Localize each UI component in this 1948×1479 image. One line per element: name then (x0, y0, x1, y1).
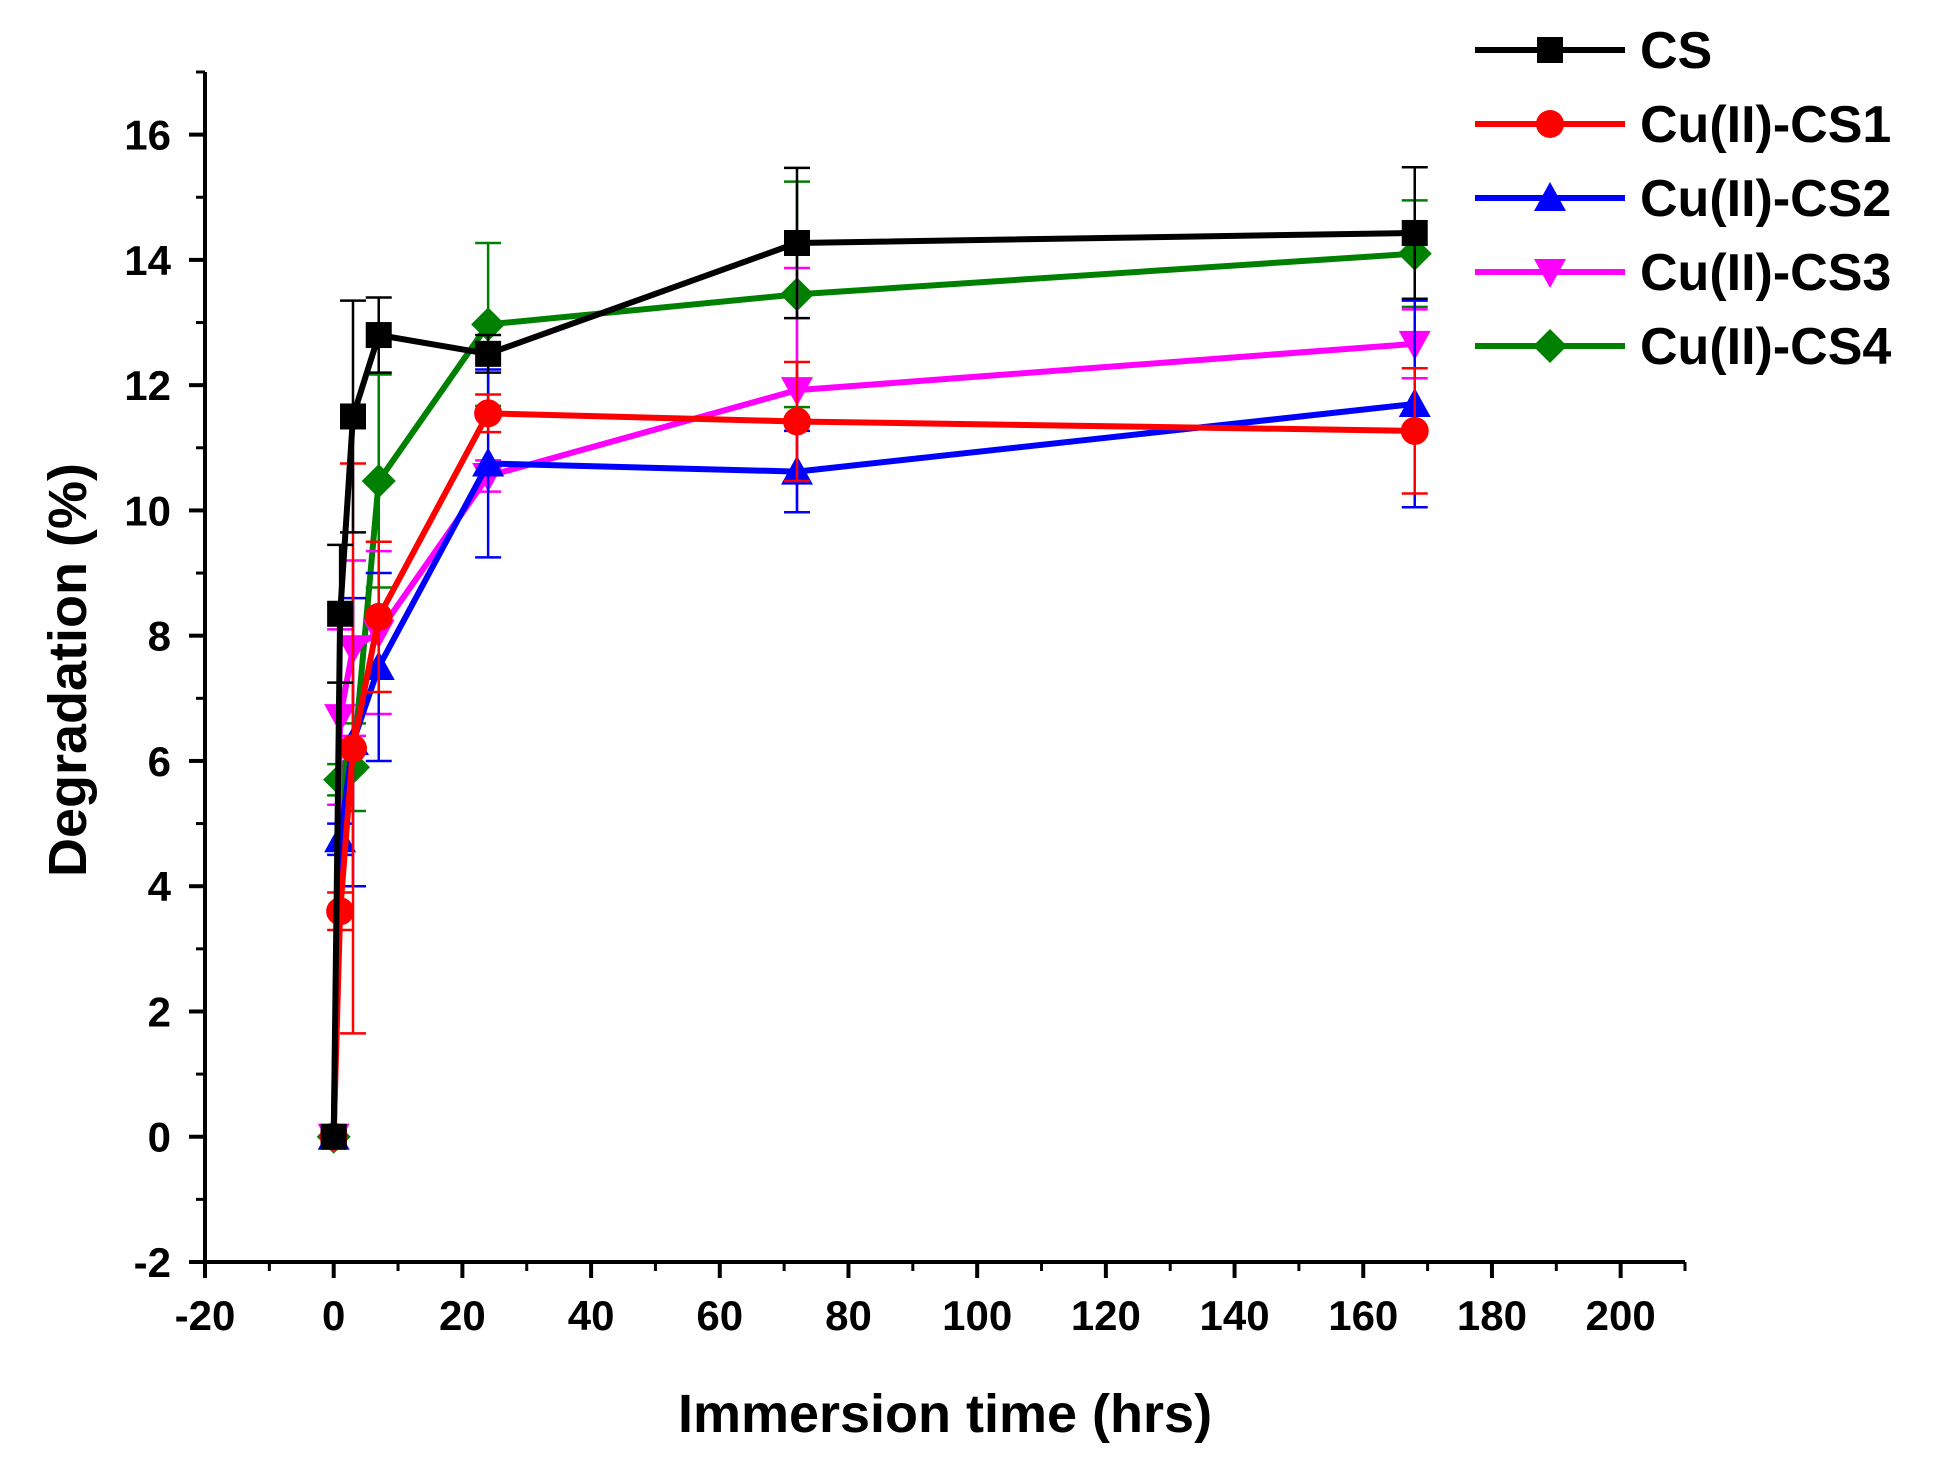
data-point (327, 600, 354, 627)
x-tick-label: 80 (825, 1292, 872, 1339)
x-tick-label: 20 (439, 1292, 486, 1339)
data-point (1401, 219, 1428, 246)
y-tick-label: 2 (148, 988, 171, 1035)
data-point (361, 463, 396, 498)
legend: CS Cu(II)-CS1 Cu(II)-CS2 Cu(II)-CS3 Cu(II)-C… (1475, 22, 1891, 376)
data-point (364, 602, 393, 631)
y-axis-title: Degradation (%) (38, 463, 98, 877)
data-point (326, 897, 355, 926)
data-point (471, 307, 506, 342)
legend-label: Cu(II)-CS4 (1640, 318, 1891, 376)
series-Cu(II)-CS4 (316, 180, 1432, 1154)
legend-label: Cu(II)-CS1 (1640, 96, 1891, 154)
y-tick-label: 16 (124, 112, 171, 159)
x-tick-label: 140 (1200, 1292, 1270, 1339)
x-tick-label: 0 (322, 1292, 345, 1339)
data-point (340, 403, 366, 430)
x-tick-label: 40 (568, 1292, 615, 1339)
legend-item-CS: CS (1475, 22, 1712, 80)
legend-item-Cu(II)-CS4: Cu(II)-CS4 (1475, 318, 1891, 376)
data-point (783, 407, 811, 436)
y-tick-label: 8 (148, 613, 171, 660)
series-layer (316, 165, 1432, 1154)
data-point (475, 340, 502, 367)
legend-label: CS (1640, 22, 1712, 80)
legend-marker (1534, 182, 1566, 211)
data-point (472, 447, 505, 477)
x-tick-label: 120 (1071, 1292, 1141, 1339)
legend-marker (1534, 259, 1566, 288)
y-tick-label: 10 (124, 487, 171, 534)
data-point (339, 734, 367, 763)
y-tick-label: 12 (124, 362, 171, 409)
series-line (330, 400, 1416, 1137)
legend-label: Cu(II)-CS3 (1640, 244, 1891, 302)
x-tick-label: -20 (175, 1292, 236, 1339)
y-tick-label: 0 (148, 1114, 171, 1161)
series-CS (320, 165, 1428, 1150)
x-tick-label: 60 (696, 1292, 743, 1339)
legend-marker (1537, 37, 1563, 63)
legend-label: Cu(II)-CS2 (1640, 170, 1891, 228)
x-tick-label: 200 (1586, 1292, 1656, 1339)
data-point (1400, 416, 1429, 445)
data-point (784, 229, 810, 256)
legend-marker (1533, 329, 1567, 363)
legend-item-Cu(II)-CS1: Cu(II)-CS1 (1475, 96, 1891, 154)
axes: -20 0 20 40 60 80 100 120 140 160 180 200-202468101… (124, 70, 1687, 1339)
data-point (365, 322, 392, 349)
legend-marker (1536, 110, 1564, 138)
legend-item-Cu(II)-CS2: Cu(II)-CS2 (1475, 170, 1891, 228)
x-axis-title: Immersion time (hrs) (678, 1384, 1212, 1444)
legend-item-Cu(II)-CS3: Cu(II)-CS3 (1475, 244, 1891, 302)
y-tick-label: 4 (148, 863, 172, 910)
y-tick-label: 6 (148, 738, 171, 785)
data-point (320, 1123, 347, 1150)
y-tick-label: -2 (134, 1239, 171, 1286)
y-tick-label: 14 (124, 237, 171, 284)
data-point (474, 399, 503, 428)
x-tick-label: 180 (1457, 1292, 1527, 1339)
x-tick-label: 160 (1328, 1292, 1398, 1339)
series-line (330, 410, 1415, 1137)
x-tick-label: 100 (942, 1292, 1012, 1339)
